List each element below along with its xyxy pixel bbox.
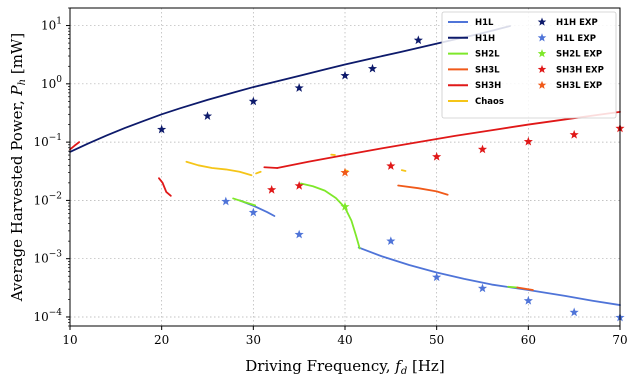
x-axis-label-unit: [Hz]: [407, 357, 444, 375]
series-h1h-exp-point: [202, 111, 213, 120]
series-sh3h-exp-point: [386, 161, 396, 170]
legend-h1h-exp-swatch: [537, 17, 547, 26]
y-axis-label-symbol: P: [8, 84, 26, 96]
series-h1l-exp-point: [523, 295, 533, 305]
x-axis-label-subscript: d: [401, 366, 407, 377]
x-axis-label-main: Driving Frequency,: [245, 357, 395, 375]
series-sh2l-line: [232, 197, 257, 207]
x-tick-label: 20: [154, 333, 169, 347]
series-h1l-exp-point: [569, 307, 579, 317]
legend-sh3l-label: SH3L: [475, 65, 500, 75]
series-sh3l-line: [516, 286, 534, 291]
legend-sh2l-exp-swatch: [537, 49, 547, 58]
y-axis-label-subscript: h: [17, 79, 28, 85]
y-tick-label: 10−3: [33, 250, 62, 266]
series-h1h-exp-point: [367, 63, 378, 73]
legend-box: [441, 11, 617, 119]
y-axis-label: Average Harvested Power, Ph [mW]: [8, 33, 28, 302]
series-sh3h-exp-point: [569, 129, 579, 139]
series-h1l-exp-point: [248, 207, 258, 217]
legend-sh3h-exp-label: SH3H EXP: [556, 65, 604, 75]
series-sh2l-line: [507, 285, 519, 289]
x-tick-label: 40: [337, 333, 352, 347]
x-tick-label: 10: [62, 333, 77, 347]
series-sh3h-line: [276, 110, 621, 169]
series-h1h-line: [69, 25, 511, 153]
x-tick-label: 50: [429, 333, 444, 347]
series-chaos-line: [255, 170, 262, 175]
x-tick-label: 60: [521, 333, 536, 347]
series-sh3h-exp-point: [477, 144, 488, 154]
legend-h1h-exp-label: H1H EXP: [556, 18, 598, 28]
axis-ticks: 10 20 30 40 50 60 70 10−4 10−3 10−2 10−1 100 101: [33, 7, 627, 347]
series-h1h-exp-point: [248, 96, 258, 106]
series-sh3h-exp-point: [523, 136, 533, 146]
legend-sh3h-label: SH3H: [475, 81, 501, 91]
x-axis-label-symbol: f: [394, 357, 403, 375]
series-h1h-exp-point: [340, 70, 350, 80]
series-sh3h-line: [158, 177, 172, 197]
legend-h1l-exp-swatch: [537, 33, 547, 42]
series-sh3h-exp-point: [294, 181, 304, 190]
series-sh3h-exp-point: [432, 151, 442, 161]
series-h1l-exp-point: [294, 229, 304, 239]
series-h1h-exp-point: [157, 124, 167, 134]
series-chaos-line: [185, 160, 253, 177]
legend-h1l-label: H1L: [475, 18, 494, 28]
y-axis-label-main: Average Harvested Power,: [8, 95, 26, 302]
series-h1l-exp-point: [386, 236, 396, 246]
y-tick-label: 100: [41, 75, 62, 91]
legend-h1h-label: H1H: [475, 34, 495, 44]
series-chaos-line: [400, 169, 407, 172]
legend-chaos-label: Chaos: [475, 97, 504, 107]
legend-sh3l-exp-label: SH3L EXP: [556, 81, 602, 91]
y-tick-label: 10−2: [33, 191, 62, 207]
series-sh3l-line: [397, 184, 449, 196]
series-h1h-exp-point: [294, 83, 304, 92]
series-h1l-exp-point: [432, 272, 442, 282]
series-h1l-exp-point: [477, 283, 488, 293]
x-tick-label: 70: [612, 333, 627, 347]
series-sh3l-exp-point: [340, 167, 350, 177]
legend-sh3l-exp-swatch: [537, 80, 547, 89]
y-tick-label: 10−4: [33, 308, 62, 324]
legend-sh2l-label: SH2L: [475, 50, 500, 60]
series-sh2l-line: [300, 182, 361, 250]
series-sh3h-exp-point: [267, 185, 277, 194]
series-h1h-exp-point: [413, 35, 423, 45]
series-sh2l-exp-point: [340, 201, 350, 211]
legend-sh3h-exp-swatch: [537, 64, 547, 74]
series-h1l-line: [357, 246, 621, 306]
y-tick-label: 101: [41, 17, 62, 33]
x-axis-label: Driving Frequency, fd [Hz]: [245, 357, 444, 377]
y-tick-label: 10−1: [33, 133, 62, 149]
legend-h1l-exp-label: H1L EXP: [556, 34, 596, 44]
series-sh3h-line: [69, 141, 81, 151]
x-tick-label: 30: [246, 333, 261, 347]
series-sh3h-line: [263, 166, 279, 169]
legend-sh2l-exp-label: SH2L EXP: [556, 50, 602, 60]
series-h1l-exp-point: [221, 196, 231, 206]
y-axis-label-unit: [mW]: [8, 33, 26, 79]
legend: H1L H1H SH2L SH3L SH3H Chaos H1H EXP H1L EXP SH2…: [441, 11, 617, 119]
